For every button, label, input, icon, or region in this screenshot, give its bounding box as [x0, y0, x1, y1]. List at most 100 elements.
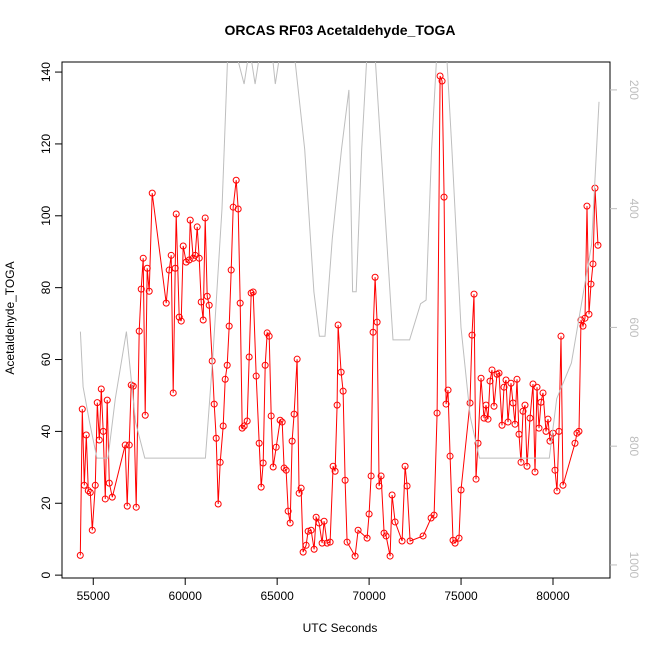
data-point	[581, 314, 589, 322]
data-point	[223, 361, 231, 369]
data-point	[490, 402, 498, 410]
data-point	[579, 322, 587, 330]
data-point	[585, 310, 593, 318]
data-point	[486, 377, 494, 385]
data-point	[484, 415, 492, 423]
data-point	[125, 441, 133, 449]
x-tick-label: 65000	[260, 589, 294, 603]
data-point	[269, 463, 277, 471]
data-point	[108, 493, 116, 501]
data-point	[326, 538, 334, 546]
data-point	[78, 405, 86, 413]
data-point	[105, 479, 113, 487]
data-point	[259, 459, 267, 467]
data-point	[521, 401, 529, 409]
data-point	[172, 210, 180, 218]
data-point	[470, 290, 478, 298]
y-tick-label: 60	[39, 353, 53, 367]
y-tick-label: 80	[39, 281, 53, 295]
data-point	[583, 202, 591, 210]
data-point	[121, 441, 129, 449]
data-point	[551, 466, 559, 474]
data-point	[455, 534, 463, 542]
data-point	[278, 418, 286, 426]
data-point	[440, 193, 448, 201]
data-point	[179, 242, 187, 250]
data-point	[388, 491, 396, 499]
data-point	[377, 472, 385, 480]
data-point	[249, 288, 257, 296]
data-point	[504, 418, 512, 426]
data-point	[371, 273, 379, 281]
data-point	[101, 495, 109, 503]
data-point	[93, 399, 101, 407]
data-point	[363, 534, 371, 542]
x-tick-label: 60000	[169, 589, 203, 603]
data-point	[177, 317, 185, 325]
data-point	[227, 266, 235, 274]
y-tick-label: 0	[39, 571, 53, 578]
y2-tick-label: 200	[627, 80, 641, 100]
y-tick-label: 40	[39, 424, 53, 438]
data-point	[517, 458, 525, 466]
data-point	[320, 517, 328, 525]
data-point	[444, 386, 452, 394]
data-point	[234, 205, 242, 213]
data-point	[84, 487, 92, 495]
data-point	[252, 372, 260, 380]
data-point	[477, 374, 485, 382]
data-point	[419, 532, 427, 540]
data-point	[507, 379, 515, 387]
data-point	[197, 298, 205, 306]
data-point	[559, 481, 567, 489]
data-point	[382, 532, 390, 540]
data-point	[575, 427, 583, 435]
y-axis-label: Acetaldehyde_TOGA	[3, 261, 17, 374]
data-point	[232, 176, 240, 184]
data-point	[544, 415, 552, 423]
data-point	[167, 251, 175, 259]
data-point	[284, 507, 292, 515]
data-point	[195, 254, 203, 262]
data-point	[243, 417, 251, 425]
data-point	[145, 287, 153, 295]
data-point	[351, 552, 359, 560]
data-point	[587, 280, 595, 288]
data-point	[375, 482, 383, 490]
data-point	[82, 431, 90, 439]
data-point	[480, 414, 488, 422]
data-point	[533, 383, 541, 391]
data-point	[132, 503, 140, 511]
data-point	[169, 389, 177, 397]
data-point	[573, 429, 581, 437]
data-point	[312, 513, 320, 521]
data-point	[148, 189, 156, 197]
data-point	[466, 399, 474, 407]
x-tick-label: 80000	[536, 589, 570, 603]
data-point	[403, 482, 411, 490]
data-point	[286, 519, 294, 527]
data-point	[502, 376, 510, 384]
data-point	[210, 400, 218, 408]
data-point	[442, 400, 450, 408]
data-point	[143, 264, 151, 272]
data-point	[310, 545, 318, 553]
x-tick-label: 55000	[77, 589, 111, 603]
data-point	[186, 216, 194, 224]
x-tick-label: 75000	[444, 589, 478, 603]
data-point	[539, 389, 547, 397]
data-point	[299, 548, 307, 556]
data-point	[430, 511, 438, 519]
data-point	[531, 468, 539, 476]
data-point	[175, 313, 183, 321]
data-point	[446, 452, 454, 460]
data-point	[236, 299, 244, 307]
data-point	[509, 399, 517, 407]
data-point	[88, 526, 96, 534]
data-point	[537, 398, 545, 406]
data-point	[557, 332, 565, 340]
data-point	[304, 527, 312, 535]
data-point	[141, 411, 149, 419]
